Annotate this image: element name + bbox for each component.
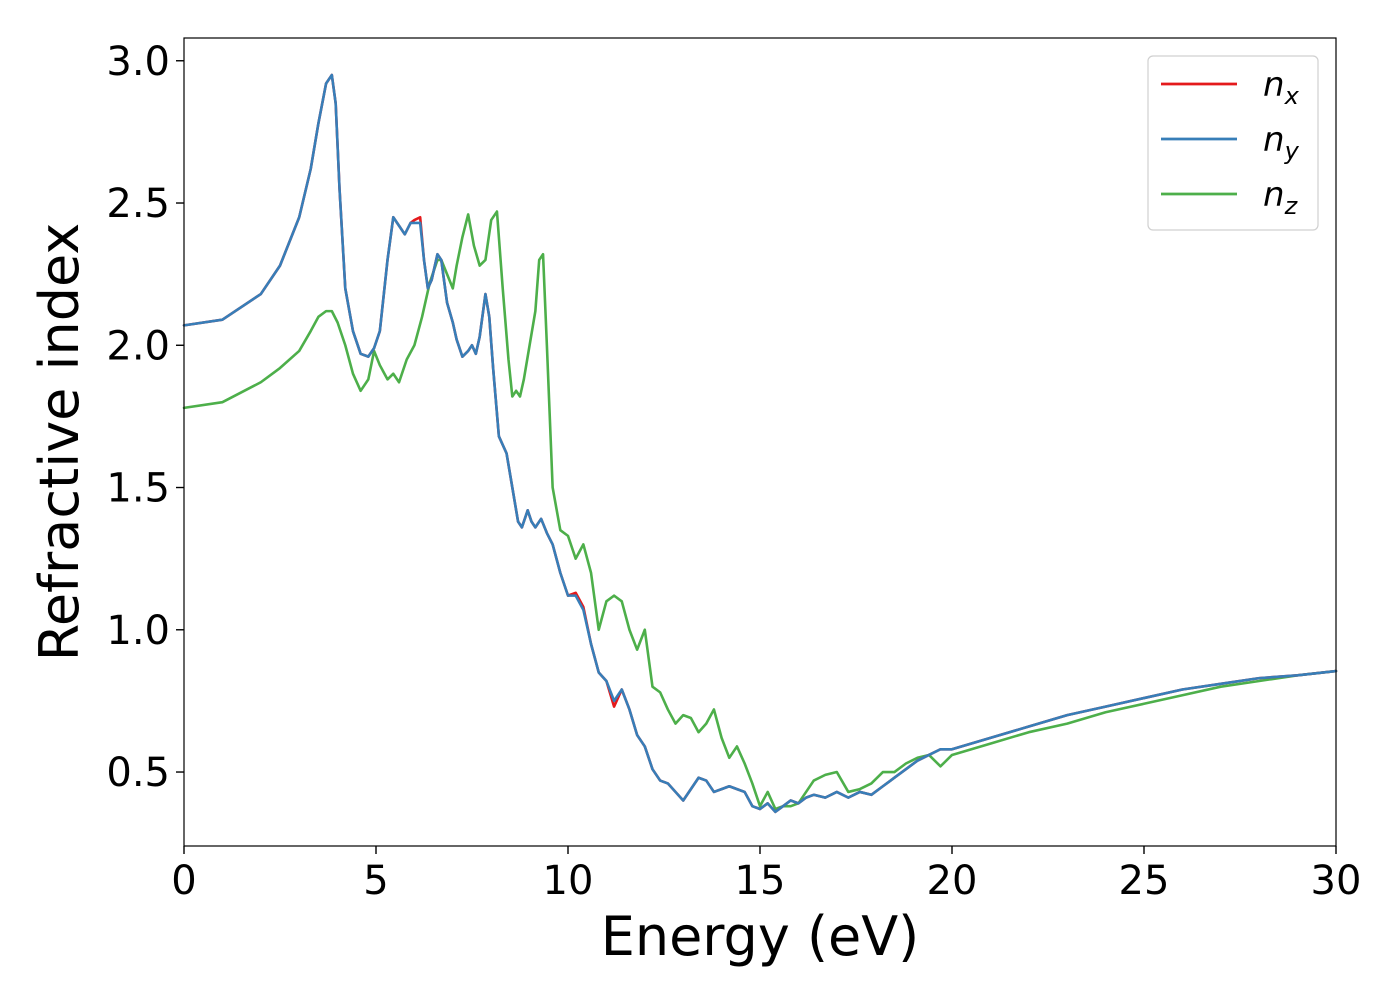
legend-box: [1147, 55, 1319, 231]
legend-label-ny-main: n: [1263, 120, 1285, 160]
y-tick-label: 2.0: [106, 323, 170, 369]
x-axis-ticks: 0 5 10 15 20 25 30: [171, 846, 1361, 904]
x-tick-label: 25: [1119, 858, 1170, 904]
legend-label-ny: ny: [1263, 120, 1300, 165]
y-axis-ticks: 0.5 1.0 1.5 2.0 2.5 3.0: [106, 39, 184, 796]
x-tick-label: 5: [363, 858, 388, 904]
series-layer: [182, 73, 1338, 814]
legend-label-nz-sub: z: [1284, 192, 1299, 220]
x-tick-label: 30: [1311, 858, 1362, 904]
legend-label-nx: nx: [1263, 65, 1300, 110]
y-tick-label: 1.0: [106, 608, 170, 654]
series-line-nz: [182, 210, 1338, 811]
legend-label-nz-main: n: [1263, 175, 1285, 215]
legend-label-nx-main: n: [1263, 65, 1285, 105]
x-tick-label: 20: [927, 858, 978, 904]
x-tick-label: 10: [543, 858, 594, 904]
legend-label-nx-sub: x: [1284, 82, 1300, 110]
y-axis-title: Refractive index: [28, 223, 91, 662]
legend-label-nz: nz: [1263, 175, 1299, 220]
y-tick-label: 0.5: [106, 750, 170, 796]
x-tick-label: 15: [735, 858, 786, 904]
x-axis-title: Energy (eV): [601, 905, 920, 968]
y-tick-label: 3.0: [106, 39, 170, 85]
y-tick-label: 2.5: [106, 181, 170, 227]
legend: nx ny nz: [1147, 55, 1319, 231]
y-tick-label: 1.5: [106, 466, 170, 512]
x-tick-label: 0: [171, 858, 196, 904]
series-line-ny: [182, 73, 1338, 814]
legend-label-ny-sub: y: [1284, 137, 1300, 165]
